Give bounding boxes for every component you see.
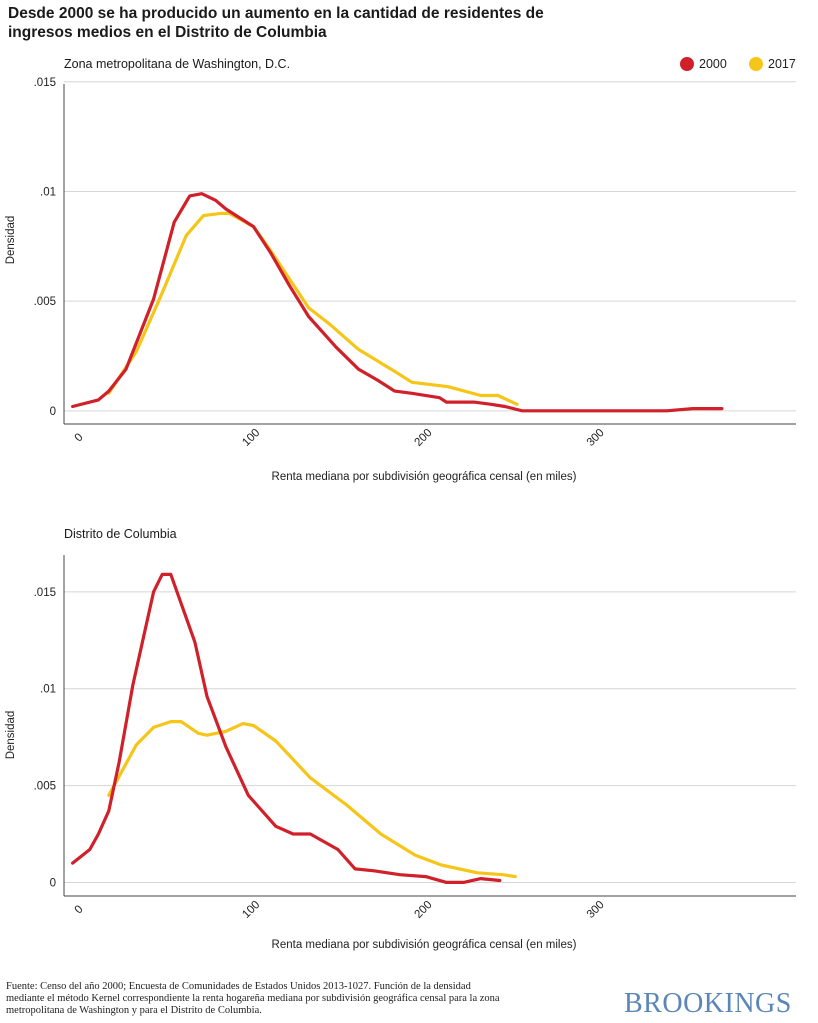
chart-title: Desde 2000 se ha producido un aumento en… — [8, 5, 544, 41]
x-tick-label-1-2: 200 — [413, 899, 435, 921]
x-tick-label-0-1: 100 — [240, 427, 262, 449]
y-axis-label-0: Densidad — [5, 216, 17, 265]
x-tick-label-1-1: 100 — [240, 899, 262, 921]
legend-label-2017: 2017 — [768, 57, 796, 71]
y-tick-label-0-1: .005 — [34, 296, 56, 308]
source-footnote: Fuente: Censo del año 2000; Encuesta de … — [6, 981, 500, 1016]
y-tick-label-1-0: 0 — [50, 877, 56, 889]
panel-title-0: Zona metropolitana de Washington, D.C. — [64, 57, 290, 71]
x-tick-label-0-2: 200 — [413, 427, 435, 449]
y-tick-label-0-3: .015 — [34, 77, 56, 89]
panel-title-1: Distrito de Columbia — [64, 527, 177, 541]
y-tick-label-1-2: .01 — [40, 684, 56, 696]
x-axis-label-1: Renta mediana por subdivisión geográfica… — [272, 939, 577, 951]
y-tick-label-0-0: 0 — [50, 406, 56, 418]
density-charts: Zona metropolitana de Washington, D.C. 0.… — [5, 57, 796, 951]
series-line-1-2000 — [70, 572, 502, 885]
y-tick-label-1-3: .015 — [34, 587, 56, 599]
x-axis-label-0: Renta mediana por subdivisión geográfica… — [272, 471, 577, 483]
series-line-0-2017 — [107, 211, 519, 406]
legend-marker-2017 — [749, 57, 763, 71]
x-tick-label-0-0: 0 — [73, 431, 86, 444]
y-tick-label-0-2: .01 — [40, 186, 56, 198]
y-axis-label-1: Densidad — [5, 711, 17, 760]
series-line-0-2000 — [70, 192, 724, 413]
y-tick-label-1-1: .005 — [34, 781, 56, 793]
legend-marker-2000 — [680, 57, 694, 71]
x-tick-label-0-3: 300 — [585, 427, 607, 449]
brookings-logo: BROOKINGS — [624, 988, 792, 1019]
legend-label-2000: 2000 — [699, 57, 727, 71]
series-line-1-2017 — [107, 719, 517, 879]
x-tick-label-1-3: 300 — [585, 899, 607, 921]
x-tick-label-1-0: 0 — [73, 903, 86, 916]
